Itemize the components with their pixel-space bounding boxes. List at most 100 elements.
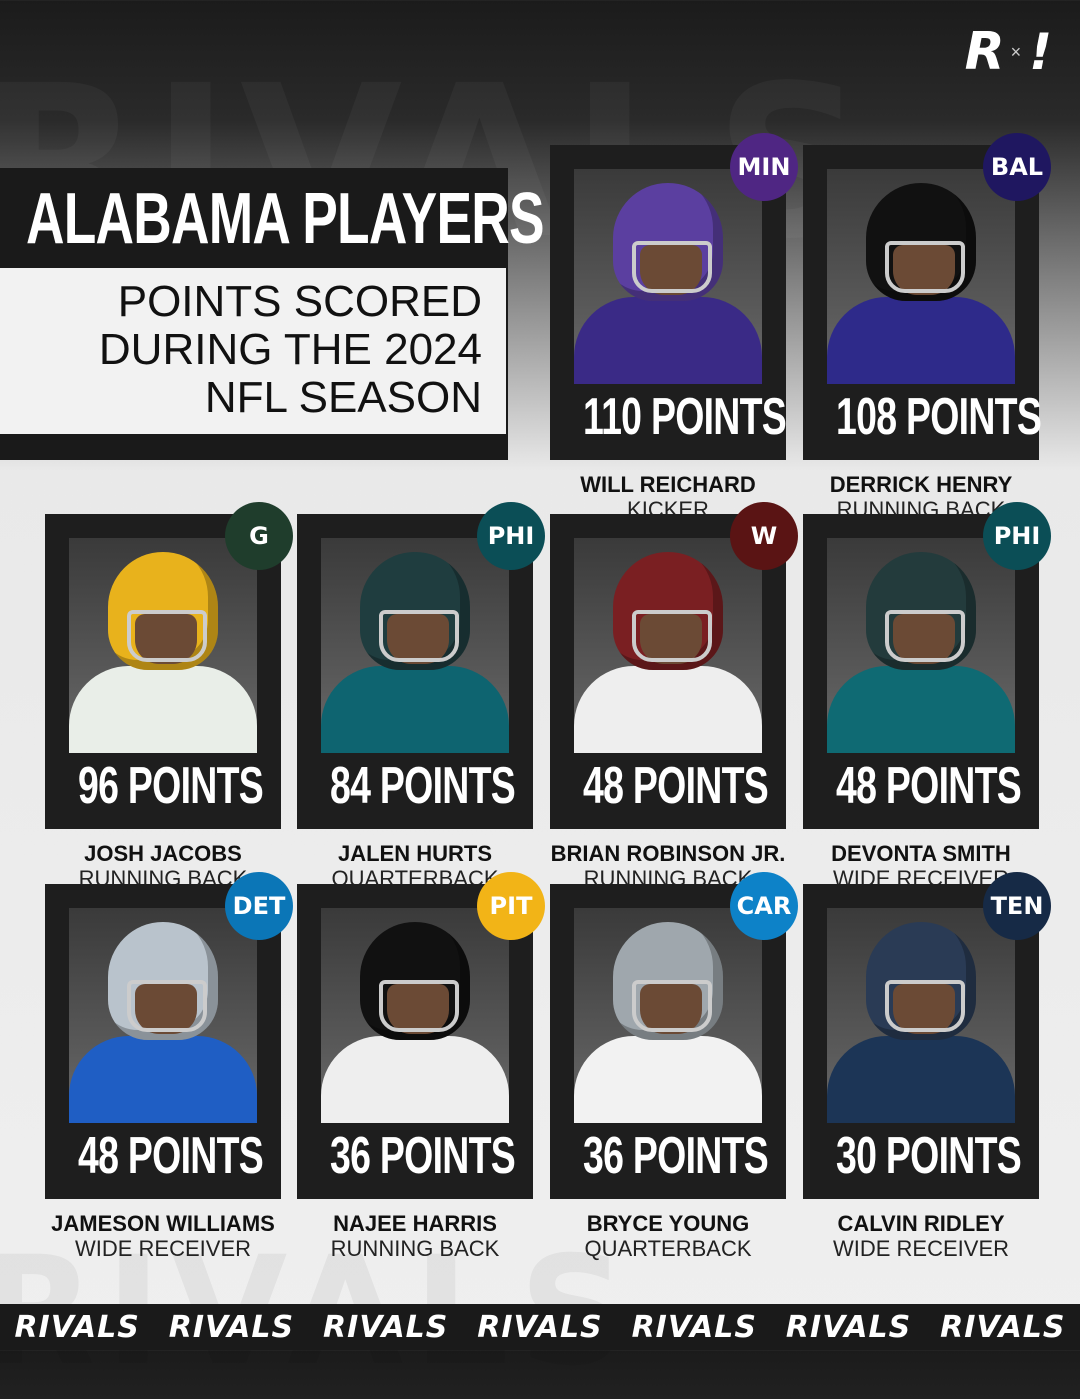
player-photo xyxy=(321,538,509,753)
player-name: DERRICK HENRY xyxy=(829,472,1013,497)
commanders-logo-icon: W xyxy=(730,502,798,570)
player-card: G 96 POINTS JOSH JACOBS RUNNING BACK xyxy=(45,502,293,891)
eagles-logo-icon: PHI xyxy=(983,502,1051,570)
team-abbr: DET xyxy=(232,892,286,920)
player-photo xyxy=(574,169,762,384)
player-card: PHI 48 POINTS DEVONTA SMITH WIDE RECEIVE… xyxy=(803,502,1051,891)
player-name: JAMESON WILLIAMS xyxy=(51,1211,275,1236)
steelers-logo-icon: PIT xyxy=(477,872,545,940)
logo-separator: × xyxy=(1010,41,1022,62)
points-total: 108 POINTS xyxy=(836,388,1042,446)
facemask xyxy=(632,241,712,293)
points-total: 48 POINTS xyxy=(583,757,769,815)
facemask xyxy=(379,610,459,662)
player-name: WILL REICHARD xyxy=(580,472,756,497)
panthers-logo-icon: CAR xyxy=(730,872,798,940)
logo-r: R xyxy=(964,22,1005,82)
player-photo xyxy=(827,169,1015,384)
player-card: TEN 30 POINTS CALVIN RIDLEY WIDE RECEIVE… xyxy=(803,872,1051,1261)
subtitle-panel: POINTS SCORED DURING THE 2024 NFL SEASON xyxy=(0,268,506,434)
team-abbr: CAR xyxy=(736,892,792,920)
jersey xyxy=(827,1036,1015,1123)
banner-word: RIVALS xyxy=(323,1309,449,1345)
player-photo xyxy=(574,538,762,753)
player-name: BRYCE YOUNG xyxy=(586,1211,750,1236)
banner-word: RIVALS xyxy=(785,1309,912,1345)
points-total: 36 POINTS xyxy=(583,1127,769,1185)
vikings-logo-icon: MIN xyxy=(730,133,798,201)
facemask xyxy=(632,980,712,1032)
player-photo xyxy=(69,908,257,1123)
player-photo xyxy=(827,908,1015,1123)
team-abbr: MIN xyxy=(737,153,791,181)
jersey xyxy=(827,666,1015,753)
rivals-banner: RIVALS RIVALS RIVALS RIVALS RIVALS RIVALS RIVA… xyxy=(0,1304,1080,1350)
player-position: RUNNING BACK xyxy=(330,1236,500,1261)
brand-logo: R × ! xyxy=(965,22,1052,82)
player-name: JOSH JACOBS xyxy=(84,841,242,866)
jersey xyxy=(574,1036,762,1123)
player-card: PIT 36 POINTS NAJEE HARRIS RUNNING BACK xyxy=(297,872,545,1261)
player-name: NAJEE HARRIS xyxy=(333,1211,497,1236)
banner-word: RIVALS xyxy=(14,1309,140,1345)
player-photo xyxy=(69,538,257,753)
jersey xyxy=(69,666,257,753)
player-name: BRIAN ROBINSON JR. xyxy=(550,841,786,866)
subtitle-line: POINTS SCORED xyxy=(117,277,482,326)
jersey xyxy=(574,666,762,753)
banner-word: RIVALS xyxy=(477,1309,603,1345)
titans-logo-icon: TEN xyxy=(983,872,1051,940)
points-total: 30 POINTS xyxy=(836,1127,1022,1185)
player-name: DEVONTA SMITH xyxy=(831,841,1011,866)
points-total: 36 POINTS xyxy=(330,1127,516,1185)
banner-word: RIVALS xyxy=(940,1309,1066,1345)
jersey xyxy=(827,297,1015,384)
facemask xyxy=(632,610,712,662)
points-total: 84 POINTS xyxy=(330,757,516,815)
team-abbr: G xyxy=(249,522,269,550)
eagles-logo-icon: PHI xyxy=(477,502,545,570)
player-card: DET 48 POINTS JAMESON WILLIAMS WIDE RECE… xyxy=(45,872,293,1261)
team-abbr: TEN xyxy=(990,892,1044,920)
player-card: MIN 110 POINTS WILL REICHARD KICKER xyxy=(550,133,798,522)
player-photo xyxy=(827,538,1015,753)
facemask xyxy=(127,610,207,662)
logo-exclamation: ! xyxy=(1029,23,1052,81)
team-abbr: PIT xyxy=(489,892,533,920)
points-total: 48 POINTS xyxy=(836,757,1022,815)
points-total: 110 POINTS xyxy=(583,388,787,446)
banner-word: RIVALS xyxy=(631,1309,757,1345)
subtitle-line: NFL SEASON xyxy=(204,373,482,422)
team-abbr: PHI xyxy=(993,522,1041,550)
team-abbr: W xyxy=(750,522,778,550)
page-title: ALABAMA PLAYERS xyxy=(26,179,545,259)
player-photo xyxy=(574,908,762,1123)
facemask xyxy=(885,241,965,293)
jersey xyxy=(321,666,509,753)
ravens-logo-icon: BAL xyxy=(983,133,1051,201)
player-card: PHI 84 POINTS JALEN HURTS QUARTERBACK xyxy=(297,502,545,891)
player-card: BAL 108 POINTS DERRICK HENRY RUNNING BAC… xyxy=(803,133,1051,522)
player-position: WIDE RECEIVER xyxy=(832,1236,1010,1261)
player-position: WIDE RECEIVER xyxy=(74,1236,252,1261)
points-total: 96 POINTS xyxy=(78,757,264,815)
player-name: CALVIN RIDLEY xyxy=(837,1211,1005,1236)
facemask xyxy=(127,980,207,1032)
lions-logo-icon: DET xyxy=(225,872,293,940)
jersey xyxy=(574,297,762,384)
team-abbr: BAL xyxy=(990,153,1044,181)
facemask xyxy=(379,980,459,1032)
player-name: JALEN HURTS xyxy=(337,841,492,866)
jersey xyxy=(321,1036,509,1123)
banner-word: RIVALS xyxy=(168,1309,295,1345)
facemask xyxy=(885,980,965,1032)
packers-logo-icon: G xyxy=(225,502,293,570)
player-photo xyxy=(321,908,509,1123)
subtitle-line: DURING THE 2024 xyxy=(98,325,482,374)
player-card: W 48 POINTS BRIAN ROBINSON JR. RUNNING B… xyxy=(550,502,798,891)
jersey xyxy=(69,1036,257,1123)
player-card: CAR 36 POINTS BRYCE YOUNG QUARTERBACK xyxy=(550,872,798,1261)
page-subtitle: POINTS SCORED DURING THE 2024 NFL SEASON xyxy=(99,278,482,422)
facemask xyxy=(885,610,965,662)
team-abbr: PHI xyxy=(487,522,535,550)
